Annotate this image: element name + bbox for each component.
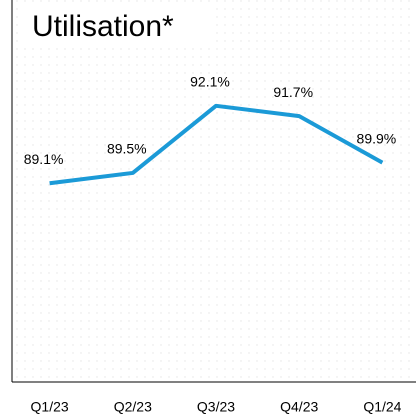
data-label: 89.5%	[107, 141, 147, 157]
line	[49, 103, 384, 186]
data-label: 91.7%	[273, 84, 313, 100]
x-tick-label: Q2/23	[114, 399, 152, 415]
plot-background	[12, 0, 416, 382]
x-tick-label: Q1/24	[363, 399, 401, 415]
data-label: 89.1%	[24, 151, 64, 167]
title-background	[22, 6, 212, 46]
chart-title: Utilisation*	[32, 10, 174, 43]
x-tick-label: Q3/23	[197, 399, 235, 415]
data-label: 92.1%	[190, 74, 230, 90]
x-tick-label: Q1/23	[31, 399, 69, 415]
x-tick-label: Q4/23	[280, 399, 318, 415]
data-label: 89.9%	[357, 130, 397, 146]
